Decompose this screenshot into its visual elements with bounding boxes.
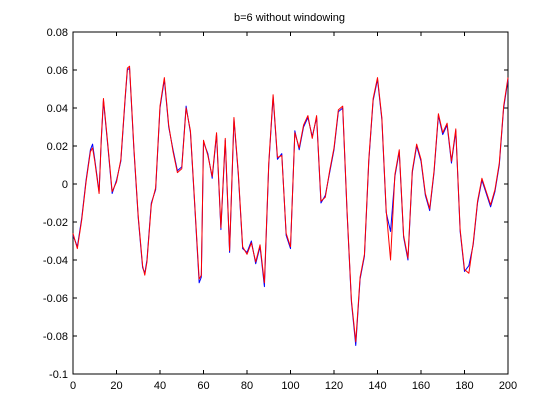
y-tick-label: -0.1 [49, 369, 68, 381]
x-tick-label: 160 [412, 380, 430, 392]
y-tick-label: 0 [62, 179, 68, 191]
x-tick-label: 100 [281, 380, 299, 392]
x-tick-label: 80 [241, 380, 253, 392]
series-layer [72, 65, 509, 346]
y-tick-label: -0.06 [43, 293, 68, 305]
x-tick-label: 40 [154, 380, 166, 392]
chart-title: b=6 without windowing [234, 12, 345, 24]
x-tick-label: 140 [368, 380, 386, 392]
x-tick-label: 120 [325, 380, 343, 392]
y-tick-label: 0.08 [47, 27, 68, 39]
y-tick-label: 0.04 [47, 103, 68, 115]
x-tick-label: 180 [455, 380, 473, 392]
series-line-red [72, 65, 509, 343]
y-tick-label: -0.02 [43, 217, 68, 229]
x-tick-label: 60 [197, 380, 209, 392]
y-tick-label: 0.02 [47, 141, 68, 153]
plot-area [72, 31, 509, 375]
x-tick-label: 20 [110, 380, 122, 392]
axis-ticks: 0 20 40 60 80 100 120 140 160 180 200 -0.1 -0.08 -0.0… [43, 27, 517, 392]
y-tick-label: -0.04 [43, 255, 68, 267]
x-tick-label: 200 [499, 380, 517, 392]
x-tick-label: 0 [70, 380, 76, 392]
y-tick-label: 0.06 [47, 65, 68, 77]
y-tick-label: -0.08 [43, 331, 68, 343]
